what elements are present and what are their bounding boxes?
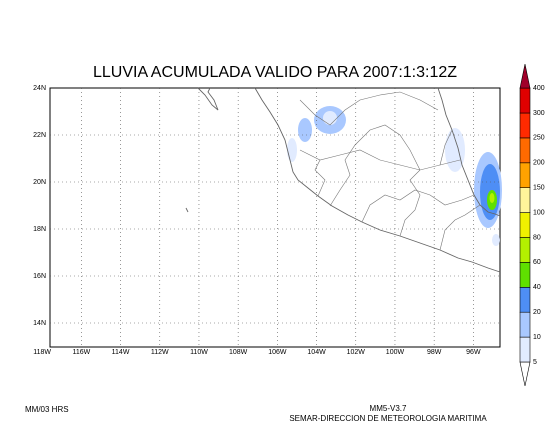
colorbar-box: [519, 137, 531, 164]
border: [329, 124, 421, 207]
precip: [323, 111, 337, 125]
colorbar-label: 100: [533, 209, 545, 216]
colorbar-label: 80: [533, 234, 541, 241]
border: [361, 189, 475, 223]
lon-label: 112W: [151, 349, 169, 356]
colorbar-box: [519, 162, 531, 189]
colorbar-label: 300: [533, 110, 545, 117]
lat-label: 14N: [33, 320, 46, 327]
lat-label: 20N: [33, 179, 46, 186]
border: [439, 129, 453, 166]
coastline: [437, 87, 501, 217]
precip: [489, 193, 495, 203]
island: [185, 207, 189, 213]
colorbar-label: 200: [533, 160, 545, 167]
precip: [445, 128, 465, 172]
colorbar-label: 250: [533, 135, 545, 142]
lat-label: 18N: [33, 226, 46, 233]
precip: [492, 234, 500, 246]
lon-label: 118W: [33, 349, 51, 356]
footer-model: MM5-V3.7: [370, 404, 407, 413]
colorbar-label: 150: [533, 185, 545, 192]
lon-label: 102W: [347, 349, 366, 356]
colorbar-label: 400: [533, 85, 545, 92]
lat-label: 16N: [33, 273, 46, 280]
map-area: [49, 87, 502, 348]
precip: [287, 138, 297, 162]
lon-label: 114W: [112, 349, 130, 356]
lon-label: 106W: [268, 349, 287, 356]
colorbar-label: 5: [533, 359, 537, 366]
colorbar: 5 10 20 40 60 80 100 150 200 250 300 400: [519, 64, 545, 387]
map-title: LLUVIA ACUMULADA VALIDO PARA 2007:1:3:12…: [93, 64, 457, 81]
border: [314, 159, 326, 197]
colorbar-box: [519, 212, 531, 238]
colorbar-box: [519, 311, 531, 338]
colorbar-box: [519, 262, 531, 288]
colorbar-box: [519, 336, 531, 363]
border: [299, 91, 439, 126]
map-frame: [49, 87, 501, 348]
lon-label: 96W: [466, 349, 481, 356]
coastline: [254, 87, 501, 273]
colorbar-label: 60: [533, 259, 541, 266]
colorbar-label: 10: [533, 334, 541, 341]
lon-label: 110W: [190, 349, 208, 356]
colorbar-box: [519, 187, 531, 213]
border: [299, 149, 461, 171]
colorbar-label: 20: [533, 309, 541, 316]
coastline: [197, 87, 219, 111]
colorbar-box: [519, 237, 531, 263]
colorbar-high-triangle: [519, 64, 531, 89]
border: [439, 204, 481, 251]
lon-label: 104W: [307, 349, 326, 356]
colorbar-box: [519, 286, 531, 313]
lon-label: 100W: [386, 349, 405, 356]
lon-label: 98W: [427, 349, 442, 356]
colorbar-box: [519, 112, 531, 139]
lon-label: 108W: [229, 349, 248, 356]
colorbar-label: 40: [533, 284, 541, 291]
precip: [298, 118, 312, 142]
lat-label: 24N: [33, 85, 46, 92]
border: [399, 169, 421, 237]
lon-label: 116W: [72, 349, 90, 356]
colorbar-box: [519, 87, 531, 114]
precip-fields: [287, 106, 502, 246]
footer-source: SEMAR-DIRECCION DE METEOROLOGIA MARITIMA: [289, 414, 487, 423]
footer-left: MM/03 HRS: [25, 405, 69, 414]
lat-label: 22N: [33, 132, 46, 139]
colorbar-low-triangle: [519, 361, 531, 387]
